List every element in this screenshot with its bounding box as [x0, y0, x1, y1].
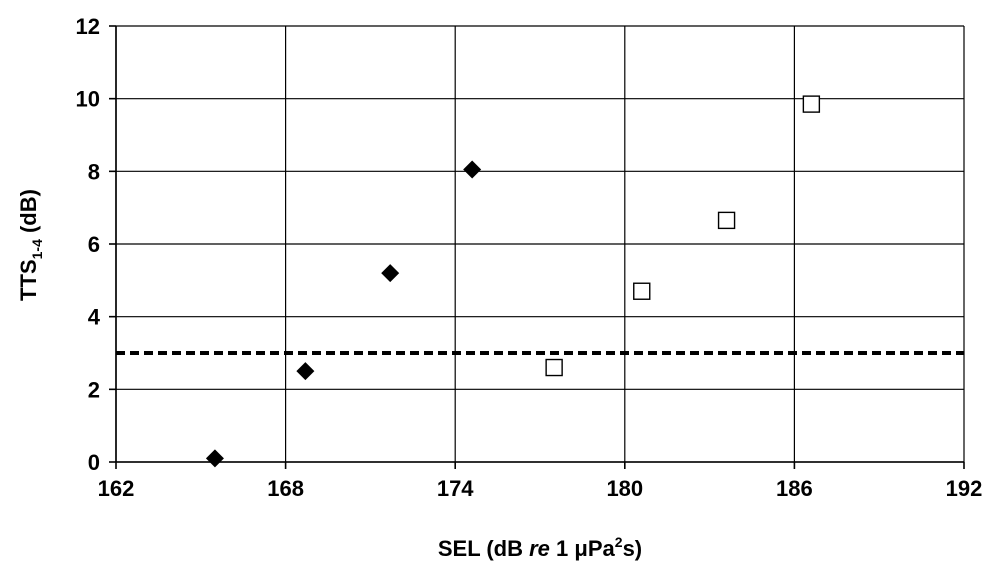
- x-tick-label: 174: [437, 476, 474, 501]
- plot-frame: [109, 25, 965, 469]
- y-tick-label: 2: [88, 377, 100, 402]
- diamond-point: [296, 362, 315, 381]
- y-tick-label: 0: [88, 450, 100, 475]
- square-point: [802, 95, 821, 113]
- diamond-point: [381, 264, 400, 283]
- x-tick-label: 168: [267, 476, 304, 501]
- x-tick-label: 180: [606, 476, 643, 501]
- y-tick-label: 4: [88, 305, 101, 330]
- y-tick-label: 12: [76, 14, 100, 39]
- data-points: [205, 95, 821, 468]
- grid: [115, 25, 965, 463]
- x-tick-label: 186: [776, 476, 813, 501]
- diamond-point: [463, 160, 482, 179]
- square-point: [633, 282, 651, 300]
- y-tick-label: 10: [76, 87, 100, 112]
- y-axis-title: TTS1-4 (dB): [16, 189, 45, 301]
- diamond-point: [205, 449, 224, 468]
- x-tick-label: 162: [98, 476, 135, 501]
- y-tick-label: 6: [88, 232, 100, 257]
- y-tick-label: 8: [88, 159, 100, 184]
- tick-labels: 0 2 4 6 8 10 12 162 168 174 180 186 192: [76, 14, 983, 501]
- square-point: [717, 211, 736, 230]
- square-point: [545, 358, 563, 377]
- x-axis-title: SEL (dB re 1 μPa2s): [438, 534, 642, 561]
- x-tick-label: 192: [946, 476, 983, 501]
